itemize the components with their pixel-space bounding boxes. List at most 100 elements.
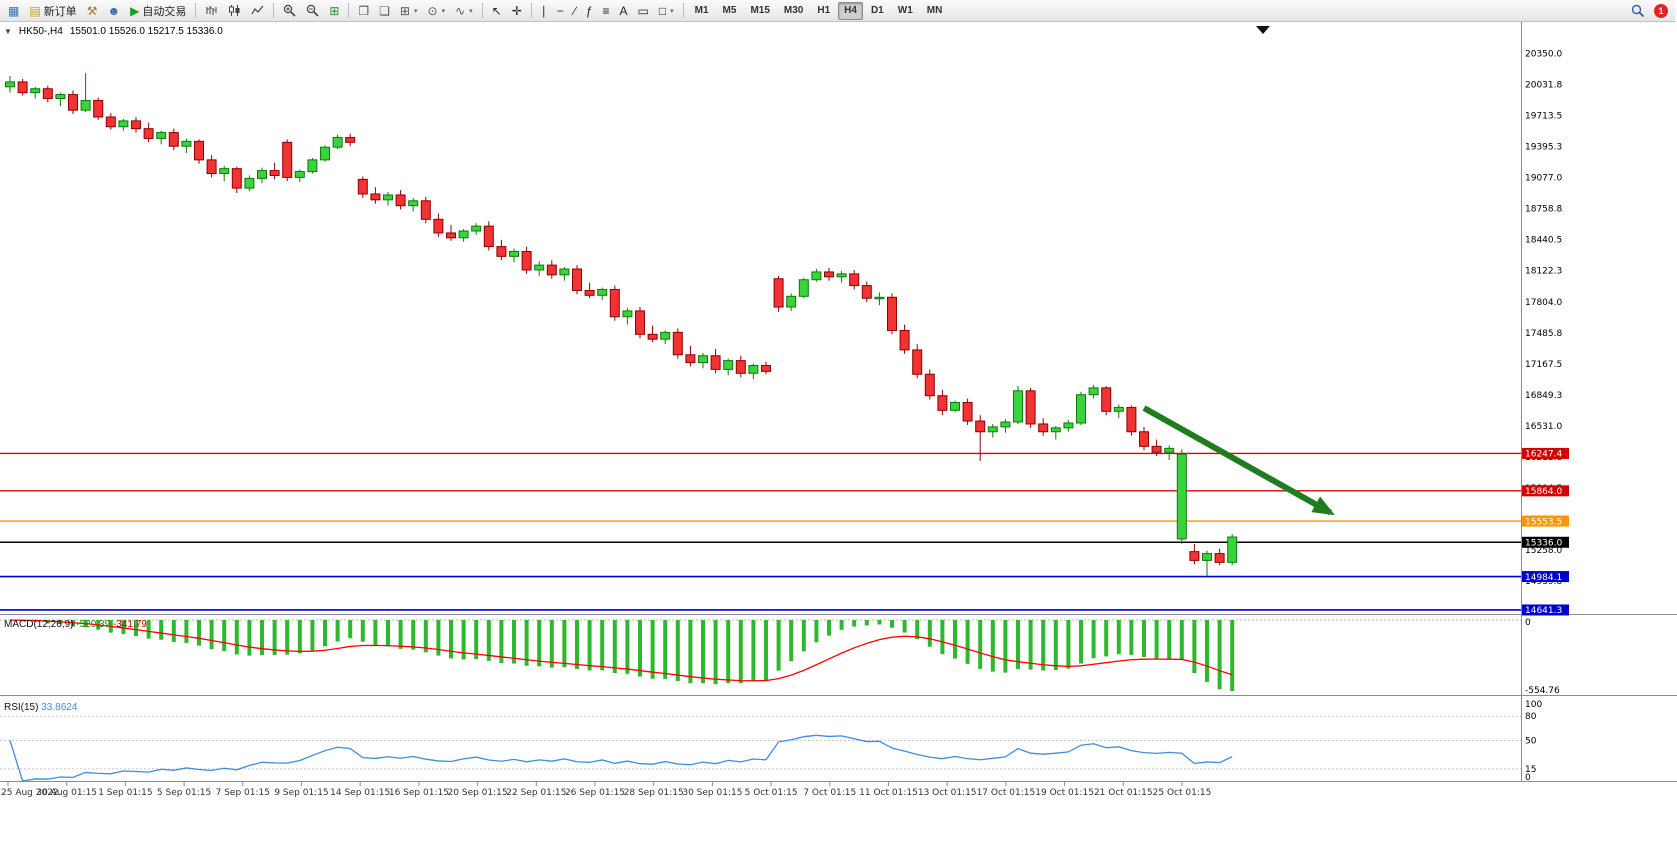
svg-text:13 Oct 01:15: 13 Oct 01:15: [918, 788, 977, 798]
zoom-out-button[interactable]: [302, 1, 323, 21]
candles-icon: [228, 4, 241, 17]
timeframe-m1-button[interactable]: M1: [694, 5, 709, 16]
horizontal-line-button[interactable]: −: [553, 1, 568, 21]
linechart-icon: [251, 4, 264, 17]
grid-glyph: ⊞: [329, 3, 340, 18]
new-order-glyph: ▤: [29, 3, 41, 18]
svg-text:16849.3: 16849.3: [1525, 391, 1562, 401]
label-glyph: ▭: [637, 3, 649, 18]
crosshair-glyph: ✛: [511, 3, 522, 18]
svg-text:16247.4: 16247.4: [1525, 450, 1562, 460]
svg-text:19077.0: 19077.0: [1525, 174, 1562, 184]
svg-text:50: 50: [1525, 737, 1537, 747]
svg-text:19 Oct 01:15: 19 Oct 01:15: [1035, 788, 1094, 798]
rsi-panel: RSI(15) 33.8624 100 80 50 150: [0, 700, 1542, 783]
chart-menu-icon[interactable]: ▼: [4, 27, 12, 36]
app-icon[interactable]: ▦: [4, 1, 23, 21]
search-button[interactable]: [1627, 1, 1649, 21]
svg-text:-554.76: -554.76: [1525, 686, 1560, 696]
svg-text:0: 0: [1525, 618, 1531, 628]
shapes-glyph: □: [658, 3, 667, 18]
new-chart-button[interactable]: ⊞ ▾: [396, 1, 422, 21]
svg-text:15553.5: 15553.5: [1525, 517, 1562, 527]
new-order-button[interactable]: ▤ 新订单: [25, 1, 80, 21]
svg-text:16531.0: 16531.0: [1525, 422, 1562, 432]
cascade-windows-glyph: ❏: [379, 3, 390, 18]
candles: [5, 73, 1238, 577]
timeframe-m5-button[interactable]: M5: [722, 5, 737, 16]
autotrading-label: 自动交易: [142, 5, 187, 18]
timeframe-h1-button[interactable]: H1: [817, 5, 831, 16]
toolbar-separator: [481, 3, 483, 18]
svg-text:9 Sep 01:15: 9 Sep 01:15: [274, 788, 328, 798]
shapes-button[interactable]: □ ▾: [655, 1, 678, 21]
svg-text:17167.5: 17167.5: [1525, 360, 1562, 370]
cursor-button[interactable]: ↖: [488, 1, 506, 21]
svg-text:28 Sep 01:15: 28 Sep 01:15: [624, 788, 684, 798]
text-button[interactable]: A: [616, 1, 632, 21]
svg-text:0: 0: [1525, 773, 1531, 783]
toolbar: ▦ ▤ 新订单 ⚒ ☻ ▶ 自动交易 ⊞ ❐ ❏ ⊞ ▾ ⊙ ▾ ∿ ▾ ↖ ✛ ∣ − ∕ ƒ ≡ A ▭ □ ▾ M1 M5 M15 M…: [0, 0, 1675, 22]
svg-text:21 Oct 01:15: 21 Oct 01:15: [1094, 788, 1153, 798]
autotrading-button[interactable]: ▶ 自动交易: [126, 1, 190, 21]
chart-bars-button[interactable]: [201, 1, 222, 21]
profiles-caret: ▾: [441, 7, 446, 15]
chart-line-button[interactable]: [247, 1, 268, 21]
timeframe-w1-button[interactable]: W1: [897, 5, 913, 16]
svg-text:80: 80: [1525, 712, 1537, 722]
label-button[interactable]: ▭: [634, 1, 653, 21]
toolbar-separator: [273, 3, 275, 18]
trend-arrow-annotation: [1142, 405, 1335, 516]
grid-button[interactable]: ⊞: [325, 1, 343, 21]
svg-text:19713.5: 19713.5: [1525, 112, 1562, 122]
toolbar-separator: [348, 3, 350, 18]
new-order-label: 新订单: [43, 5, 77, 18]
fibonacci-button[interactable]: ƒ: [582, 1, 597, 21]
svg-text:17804.0: 17804.0: [1525, 298, 1562, 308]
timeframe-m15-button[interactable]: M15: [750, 5, 770, 16]
timeframe-h4-button[interactable]: H4: [838, 1, 863, 20]
metaeditor-glyph: ⚒: [86, 3, 98, 18]
chart-candles-button[interactable]: [224, 1, 245, 21]
chart-symbol-period: HK50-,H4: [18, 26, 63, 37]
community-button[interactable]: ☻: [103, 1, 124, 21]
indicators-button[interactable]: ∿ ▾: [451, 1, 477, 21]
svg-text:15: 15: [1525, 765, 1536, 775]
fibonacci-glyph: ƒ: [585, 3, 593, 18]
timeframe-mn-button[interactable]: MN: [926, 5, 943, 16]
panel-separators: [0, 22, 1677, 782]
toolbar-separator: [682, 3, 684, 18]
text-glyph: A: [619, 3, 628, 18]
timeframe-d1-button[interactable]: D1: [870, 5, 884, 16]
notification-badge[interactable]: 1: [1654, 3, 1668, 18]
tile-windows-button[interactable]: ❐: [354, 1, 373, 21]
crosshair-button[interactable]: ✛: [508, 1, 526, 21]
svg-text:15864.0: 15864.0: [1525, 487, 1562, 497]
profiles-button[interactable]: ⊙ ▾: [424, 1, 450, 21]
svg-text:22 Sep 01:15: 22 Sep 01:15: [506, 788, 566, 798]
vertical-line-button[interactable]: ∣: [537, 1, 551, 21]
trendline-button[interactable]: ∕: [570, 1, 580, 21]
svg-text:17485.8: 17485.8: [1525, 329, 1562, 339]
svg-text:RSI(15) 33.8624: RSI(15) 33.8624: [4, 702, 78, 713]
svg-text:19395.3: 19395.3: [1525, 143, 1562, 153]
zoom-in-icon: [283, 4, 296, 17]
profiles-glyph: ⊙: [427, 3, 438, 18]
svg-text:18758.8: 18758.8: [1525, 205, 1562, 215]
metaeditor-button[interactable]: ⚒: [83, 1, 102, 21]
bars-icon: [205, 4, 218, 17]
timeframe-m30-button[interactable]: M30: [783, 5, 804, 16]
trendline-glyph: ∕: [573, 3, 576, 18]
community-glyph: ☻: [107, 3, 121, 18]
channel-button[interactable]: ≡: [599, 1, 614, 21]
chart-shift-marker: [1256, 26, 1270, 34]
svg-text:14 Sep 01:15: 14 Sep 01:15: [330, 788, 390, 798]
toolbar-right-group: 1: [1626, 1, 1672, 21]
cascade-windows-button[interactable]: ❏: [375, 1, 394, 21]
zoom-in-button[interactable]: [279, 1, 300, 21]
svg-text:18440.5: 18440.5: [1525, 236, 1562, 246]
svg-text:16 Sep 01:15: 16 Sep 01:15: [389, 788, 449, 798]
